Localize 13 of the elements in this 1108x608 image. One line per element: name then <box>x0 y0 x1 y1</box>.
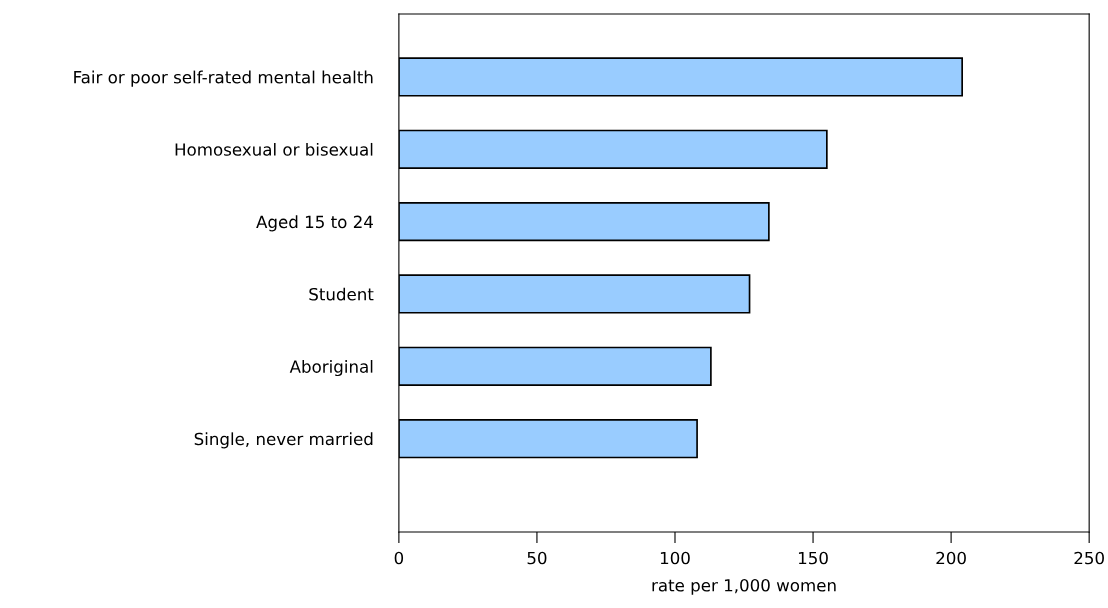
x-axis-title: rate per 1,000 women <box>652 578 836 595</box>
x-tick-label: 100 <box>660 551 690 565</box>
x-tick-label: 50 <box>527 551 547 565</box>
y-tick-label: Homosexual or bisexual <box>175 142 373 156</box>
y-tick-label: Aged 15 to 24 <box>256 215 373 232</box>
x-tick-label: 0 <box>394 551 404 565</box>
y-tick-label: Student <box>309 287 374 301</box>
x-tick-label: 250 <box>1074 551 1104 565</box>
x-tick-label: 200 <box>936 551 966 565</box>
y-tick-label: Fair or poor self-rated mental health <box>74 70 373 87</box>
y-tick-label: Single, never married <box>194 432 373 449</box>
x-tick-label: 150 <box>798 551 828 565</box>
y-tick-label: Aboriginal <box>289 359 373 377</box>
